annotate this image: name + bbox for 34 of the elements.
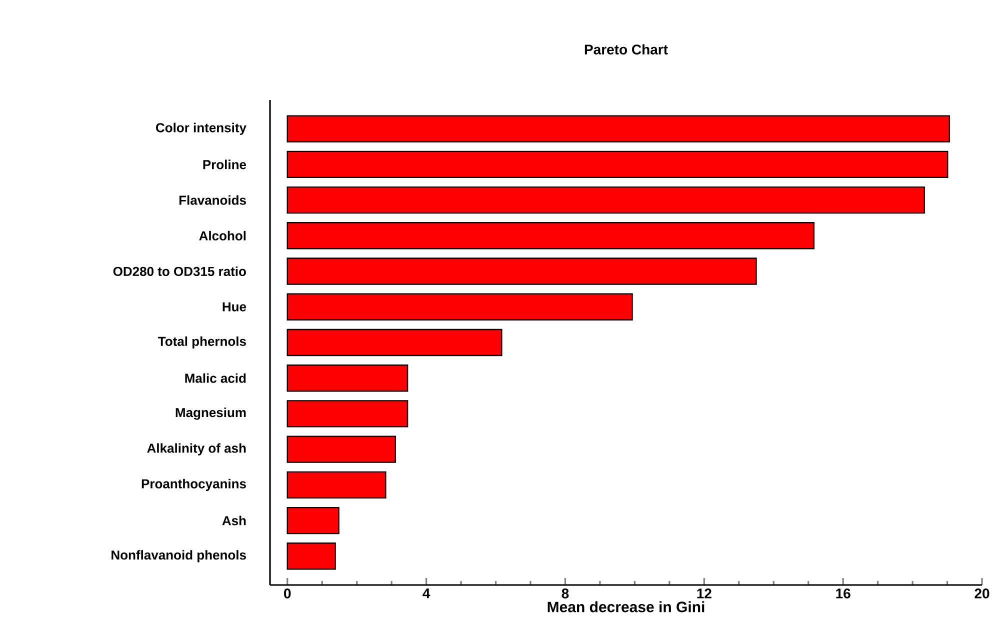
bar: [286, 542, 336, 570]
x-tick-label: 20: [974, 588, 990, 598]
bar: [286, 186, 925, 214]
bar: [286, 293, 633, 320]
y-tick-label: OD280 to OD315 ratio: [113, 266, 246, 276]
bar: [286, 115, 950, 142]
y-tick-label: Hue: [222, 302, 246, 312]
bar: [286, 364, 408, 392]
bar: [286, 328, 502, 356]
y-tick-label: Proanthocyanins: [142, 478, 246, 491]
bar: [286, 400, 408, 428]
y-tick-label: Alcohol: [199, 230, 246, 240]
y-tick-label: Nonflavanoid phenols: [112, 550, 246, 562]
y-tick-label: Alkalinity of ash: [147, 443, 246, 456]
y-tick-label: Flavanoids: [179, 195, 246, 205]
y-tick-label: Proline: [203, 160, 246, 170]
x-tick-label: 12: [697, 588, 712, 598]
bar: [286, 222, 815, 250]
bar: [286, 436, 396, 463]
bar: [286, 506, 340, 534]
y-tick-label: Total phernols: [158, 336, 246, 349]
x-tick-label: 4: [422, 588, 430, 598]
bar: [286, 258, 757, 285]
x-axis-title: Mean decrease in Gini: [548, 601, 704, 612]
y-tick-label: Magnesium: [176, 408, 246, 420]
x-tick-label: 8: [562, 588, 569, 598]
chart-title: Pareto Chart: [584, 44, 668, 54]
y-tick-label: Ash: [222, 516, 246, 526]
y-tick-label: Malic acid: [185, 373, 246, 383]
x-tick-label: 16: [836, 588, 850, 598]
x-tick-label: 0: [284, 588, 291, 598]
y-tick-label: Color intensity: [156, 122, 246, 135]
bar: [286, 150, 948, 178]
bar: [286, 471, 386, 499]
